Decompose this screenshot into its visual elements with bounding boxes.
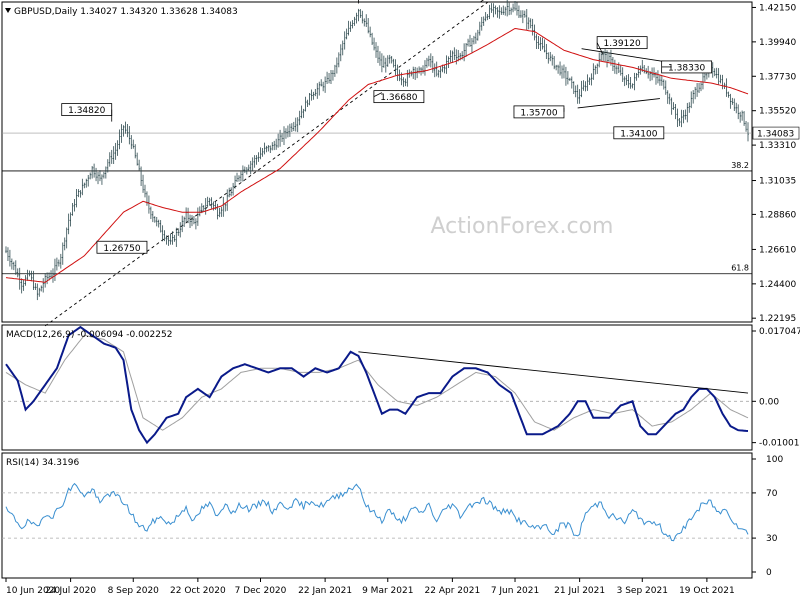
ma-line — [5, 27, 749, 283]
price-tick-label: 1.31035 — [759, 177, 796, 187]
time-tick-label: 21 Jul 2021 — [554, 586, 605, 596]
time-tick-label: 7 Jun 2021 — [491, 586, 539, 596]
rsi-line — [5, 482, 749, 542]
price-tick-label: 1.33310 — [759, 141, 796, 151]
macd-trendline — [358, 351, 749, 394]
time-tick-label: 22 Apr 2021 — [425, 586, 481, 596]
price-tick-label: 1.35520 — [759, 107, 796, 117]
price-tick-label: 1.37730 — [759, 72, 796, 82]
rsi-panel — [1, 452, 753, 579]
price-tick-label: 1.22195 — [759, 314, 796, 324]
macd-lines — [2, 325, 752, 445]
fib-label: 61.8 — [731, 264, 749, 273]
price-label-text: 1.38330 — [668, 63, 705, 73]
macd-axis: 0.017047 0.00 -0.010013 — [752, 327, 800, 449]
time-tick-label: 7 Dec 2020 — [235, 586, 287, 596]
price-label-text: 1.26750 — [103, 244, 140, 254]
price-label-text: 1.34100 — [620, 129, 657, 139]
price-tick-label: 1.42150 — [759, 3, 796, 13]
watermark: ActionForex.com — [431, 214, 614, 239]
rsi-tick-label: 70 — [766, 489, 778, 499]
price-label-leader — [479, 0, 484, 3]
macd-signal-line — [5, 334, 749, 431]
time-tick-label: 8 Sep 2020 — [108, 586, 160, 596]
current-price-tag — [752, 126, 800, 140]
price-tick-label: 1.39940 — [759, 38, 796, 48]
fib-label: 38.2 — [731, 161, 749, 170]
price-tick-label: 1.24400 — [759, 280, 796, 290]
trendline — [44, 1, 488, 327]
candles — [5, 0, 749, 301]
rsi-tick-label: 100 — [766, 455, 783, 465]
rsi-lines — [2, 482, 752, 542]
time-tick-label: 9 Mar 2021 — [362, 586, 413, 596]
macd-tick-label: -0.010013 — [759, 439, 800, 449]
current-price-tag-label: 1.34083 — [757, 130, 794, 140]
macd-tick-label: 0.017047 — [759, 327, 800, 337]
trendlines — [44, 1, 672, 327]
rsi-title: RSI(14) 34.3196 — [6, 458, 79, 468]
price-label-leader — [596, 42, 604, 55]
price-label-text: 1.36680 — [380, 93, 417, 103]
trendline — [581, 48, 672, 64]
main-title: GBPUSD,Daily 1.34027 1.34320 1.33628 1.3… — [14, 7, 238, 17]
time-tick-label: 19 Oct 2021 — [679, 586, 735, 596]
rsi-axis: 100 70 30 0 — [752, 455, 783, 578]
price-tick-label: 1.28860 — [759, 210, 796, 220]
time-tick-label: 22 Oct 2020 — [170, 586, 226, 596]
price-label-leader — [373, 92, 383, 97]
moving-average — [5, 27, 749, 283]
time-tick-label: 10 Jun 2020 — [6, 586, 60, 596]
macd-tick-label: 0.00 — [759, 397, 779, 407]
price-axis: 1.42150 1.39940 1.37730 1.35520 1.33310 1.310… — [752, 3, 800, 324]
price-tick-label: 1.26610 — [759, 245, 796, 255]
macd-line — [5, 325, 749, 445]
rsi-tick-label: 0 — [766, 568, 772, 578]
price-label-text: 1.39120 — [604, 39, 641, 49]
time-tick-label: 22 Jan 2021 — [298, 586, 352, 596]
price-label-box — [96, 240, 148, 254]
rsi-tick-label: 30 — [766, 534, 778, 544]
price-label-box — [613, 126, 665, 140]
annotations: 1.348201.267501.424001.366801.424801.357… — [61, 0, 713, 254]
trendline — [577, 98, 660, 109]
title-arrow-icon — [5, 8, 11, 13]
price-label-text: 1.35700 — [520, 108, 557, 118]
time-tick-label: 24 Jul 2020 — [45, 586, 96, 596]
macd-panel — [1, 324, 753, 451]
price-label-text: 1.34820 — [68, 106, 105, 116]
time-tick-label: 3 Sep 2021 — [617, 586, 668, 596]
macd-title: MACD(12,26,9) -0.006094 -0.002252 — [6, 330, 172, 340]
